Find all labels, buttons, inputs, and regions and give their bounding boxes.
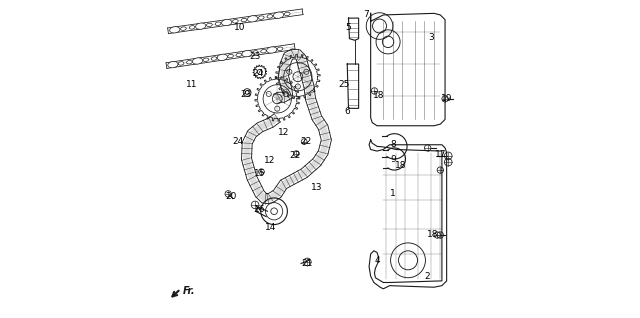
Text: 18: 18 xyxy=(427,231,438,239)
Ellipse shape xyxy=(180,27,186,30)
Text: 25: 25 xyxy=(339,80,350,89)
Text: 18: 18 xyxy=(395,161,406,170)
Text: 5: 5 xyxy=(346,23,351,32)
Text: 23: 23 xyxy=(250,52,260,61)
Ellipse shape xyxy=(259,16,264,19)
Ellipse shape xyxy=(207,23,212,27)
Ellipse shape xyxy=(217,54,227,60)
Text: 23: 23 xyxy=(240,90,252,99)
Text: 6: 6 xyxy=(344,107,350,116)
Text: 22: 22 xyxy=(289,151,300,160)
Text: 12: 12 xyxy=(278,128,289,137)
Ellipse shape xyxy=(241,18,247,22)
Text: 11: 11 xyxy=(186,80,198,89)
Text: 10: 10 xyxy=(234,23,245,32)
Text: 7: 7 xyxy=(363,10,369,19)
Ellipse shape xyxy=(273,12,284,18)
Text: 24: 24 xyxy=(232,137,243,146)
Ellipse shape xyxy=(284,12,290,16)
Ellipse shape xyxy=(252,51,258,54)
Ellipse shape xyxy=(189,26,195,29)
Ellipse shape xyxy=(196,23,206,29)
Ellipse shape xyxy=(168,61,178,68)
Text: 19: 19 xyxy=(441,94,452,103)
Ellipse shape xyxy=(193,58,203,64)
Text: Fr.: Fr. xyxy=(183,286,196,296)
Ellipse shape xyxy=(267,15,273,18)
Text: 2: 2 xyxy=(425,272,431,281)
Ellipse shape xyxy=(203,58,209,61)
Text: 1: 1 xyxy=(390,189,396,198)
Ellipse shape xyxy=(221,19,232,26)
Text: 13: 13 xyxy=(311,183,323,192)
Text: 3: 3 xyxy=(428,33,434,42)
Ellipse shape xyxy=(179,62,184,65)
Text: 21: 21 xyxy=(301,259,313,268)
Text: 24: 24 xyxy=(253,69,264,78)
Text: 8: 8 xyxy=(390,140,396,149)
Text: 15: 15 xyxy=(254,169,266,178)
Text: 16: 16 xyxy=(254,205,266,214)
Ellipse shape xyxy=(242,51,252,57)
Text: 12: 12 xyxy=(264,156,275,165)
Text: 22: 22 xyxy=(300,137,312,146)
Ellipse shape xyxy=(267,47,277,53)
Ellipse shape xyxy=(186,60,192,64)
Ellipse shape xyxy=(277,47,283,51)
Ellipse shape xyxy=(248,16,258,22)
Ellipse shape xyxy=(260,50,266,53)
Text: 9: 9 xyxy=(390,155,396,163)
Ellipse shape xyxy=(232,19,238,23)
Ellipse shape xyxy=(170,27,180,33)
Text: 14: 14 xyxy=(265,223,276,232)
Text: 20: 20 xyxy=(226,192,237,202)
Ellipse shape xyxy=(228,54,234,58)
Text: 17: 17 xyxy=(435,150,446,159)
Text: 4: 4 xyxy=(374,256,380,265)
Ellipse shape xyxy=(211,57,217,60)
Ellipse shape xyxy=(236,53,242,57)
Ellipse shape xyxy=(215,22,221,25)
Text: 18: 18 xyxy=(373,91,385,100)
